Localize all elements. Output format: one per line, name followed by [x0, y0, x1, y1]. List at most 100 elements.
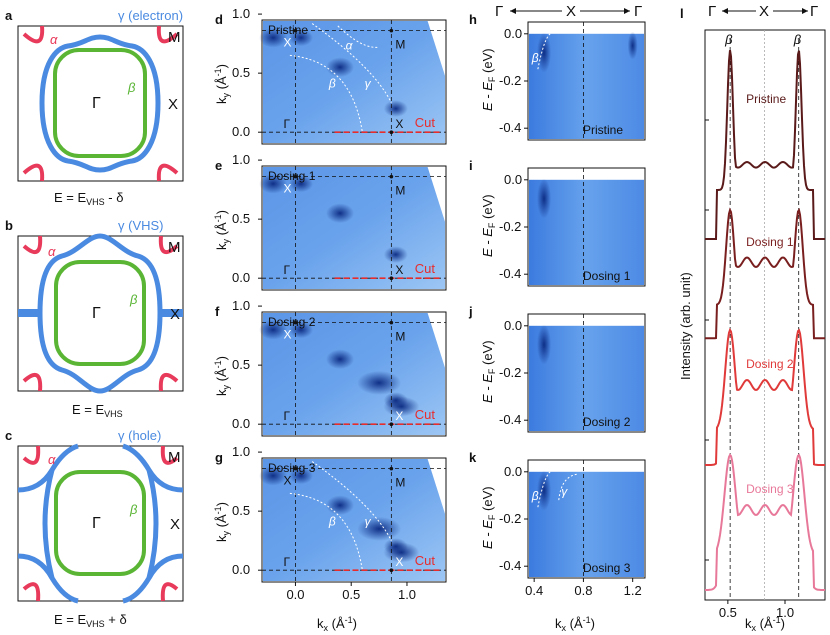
ytick-label: -0.4: [499, 558, 521, 573]
top-gamma: Γ: [634, 3, 642, 20]
alpha-pocket: [22, 163, 45, 182]
ylabel-main: k: [214, 243, 229, 250]
xtick-label: 1.0: [398, 587, 416, 602]
top-gamma: Γ: [810, 3, 818, 20]
gamma-point-label: Γ: [283, 117, 290, 131]
gamma-point-label: Γ: [92, 305, 101, 322]
xtick-label: 1.2: [624, 583, 642, 598]
ylabel-main: k: [214, 97, 229, 104]
arrow-head: [802, 8, 808, 14]
alpha-label: α: [346, 39, 354, 53]
edc-curve-3: [705, 453, 825, 591]
panel-letter-g: g: [215, 450, 223, 465]
ytick-label: -0.4: [499, 120, 521, 135]
panel-letter-a: a: [5, 8, 13, 23]
x-point: [293, 320, 298, 325]
alpha-pocket: [22, 235, 43, 255]
gamma-label: γ (electron): [118, 8, 183, 23]
cut-label: Cut: [415, 407, 436, 422]
alpha-pocket: [22, 25, 45, 44]
ytick-label: 0.0: [504, 464, 522, 479]
ytick-label: 1.0: [232, 152, 250, 167]
intensity-spot: [289, 175, 314, 193]
ytick-label: -0.2: [499, 73, 521, 88]
gamma-point-label: Γ: [92, 95, 101, 112]
ylabel-sub: y: [221, 531, 231, 536]
xlabel-unit: (Å: [756, 616, 773, 631]
ylabel-unit: (eV): [480, 194, 495, 222]
beta-label: β: [328, 514, 336, 528]
fs-equation-a: E = EVHS - δ: [54, 190, 123, 207]
beta-label: β: [127, 80, 136, 95]
ylabel-close: ): [214, 356, 229, 360]
alpha-pocket: [160, 445, 179, 465]
x-point-label: X: [395, 555, 403, 569]
disp-ylabel: E - EF (eV): [480, 486, 497, 549]
fs-equation-b: E = EVHS: [72, 402, 123, 419]
arrow-head: [722, 8, 728, 14]
cut-label: Cut: [415, 115, 436, 130]
gamma-point-label: Γ: [283, 555, 290, 569]
disp-ylabel: E - EF (eV): [480, 340, 497, 403]
m-point-label: M: [168, 449, 181, 466]
panel-letter-c: c: [5, 428, 12, 443]
alpha-label: α: [48, 452, 56, 467]
alpha-pocket: [22, 372, 43, 392]
ylabel-close: ): [214, 502, 229, 506]
intensity-spot: [259, 27, 288, 48]
ylabel-main: E - E: [480, 228, 495, 257]
panel-condition-label: Dosing 3: [583, 561, 631, 575]
panel-letter-j: j: [468, 304, 473, 319]
intensity-spot: [326, 495, 355, 516]
x-point: [293, 28, 298, 33]
arrow-head: [510, 8, 516, 14]
cut-label: Cut: [415, 261, 436, 276]
edc-curve-label: Dosing 2: [746, 357, 794, 371]
ylabel-exp: -1: [213, 68, 223, 76]
panel-condition-label: Dosing 3: [268, 461, 316, 475]
beta-label: β: [129, 292, 138, 307]
beta-band: [54, 470, 146, 576]
xtick-label: 0.8: [574, 583, 592, 598]
ylabel-main: E - E: [480, 82, 495, 111]
beta-guide: [289, 54, 363, 133]
panel-letter-i: i: [469, 158, 473, 173]
fs-equation-c: E = EVHS + δ: [54, 612, 127, 629]
x-point: [389, 130, 394, 134]
x-point-label: X: [395, 117, 403, 131]
intensity-spot: [357, 516, 402, 541]
alpha-pocket: [158, 372, 179, 392]
panel-condition-label: Pristine: [268, 23, 308, 37]
panel-condition-label: Dosing 1: [583, 269, 631, 283]
ytick-label: -0.4: [499, 266, 521, 281]
panel-letter-e: e: [215, 158, 222, 173]
gamma-guide: [311, 23, 392, 103]
ytick-label: 1.0: [232, 6, 250, 21]
ylabel-main: k: [214, 389, 229, 396]
beta-band-intensity: [537, 32, 552, 73]
map-xlabel: kx (Å-1): [317, 615, 357, 633]
gamma-label: γ: [365, 514, 372, 528]
edc-curve-1: [705, 207, 825, 340]
panel-a: a γ (electron) α β Γ M X E = EVHS - δ: [5, 8, 184, 207]
ylabel-unit: (eV): [480, 340, 495, 368]
xlabel-close: ): [781, 616, 785, 631]
top-x: X: [759, 3, 769, 20]
ylabel-close: ): [214, 64, 229, 68]
m-point: [389, 320, 394, 325]
ytick-label: 0.0: [232, 124, 250, 139]
alpha-pocket: [156, 25, 179, 44]
panel-d: d Cut X M Γ Xβ γ α Pristine 0.0 0.5 1.0 ky (Å-1): [213, 6, 447, 145]
ytick-label: -0.4: [499, 412, 521, 427]
gamma-label: γ (hole): [118, 428, 161, 443]
panel-condition-label: Dosing 1: [268, 169, 316, 183]
gamma-point-label: Γ: [283, 263, 290, 277]
alpha-label: α: [48, 244, 56, 259]
ylabel-sub: y: [221, 385, 231, 390]
panel-condition-label: Dosing 2: [583, 415, 631, 429]
m-point: [389, 466, 394, 471]
alpha-pocket: [22, 445, 41, 465]
